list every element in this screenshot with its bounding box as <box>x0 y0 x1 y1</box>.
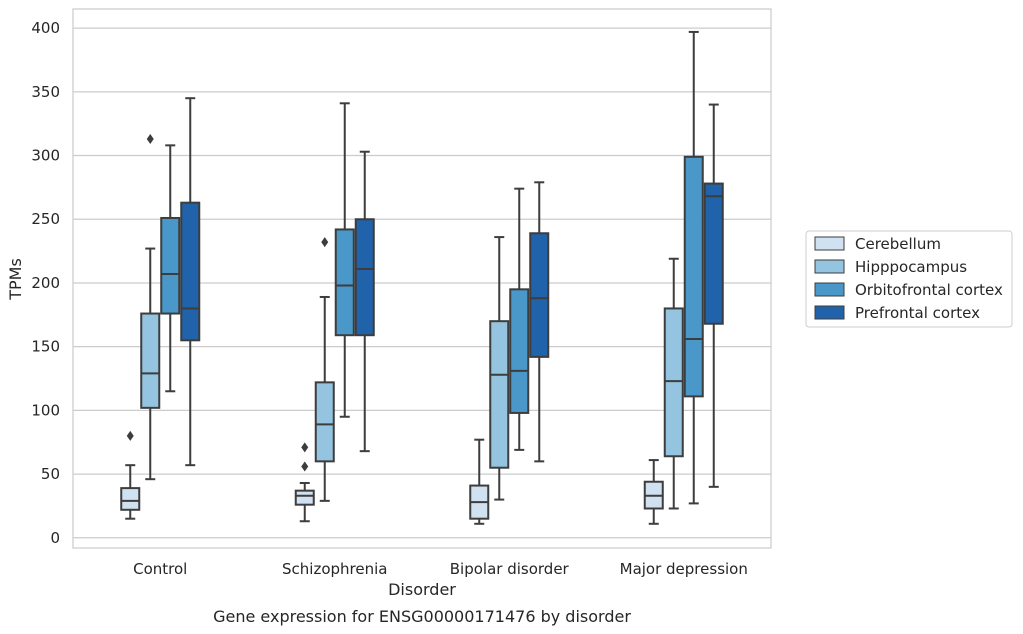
box-4-4 <box>703 103 724 488</box>
legend-entries: Cerebellum Hipppocampus Orbitofrontal cort… <box>814 235 1003 322</box>
box-1-1 <box>120 430 141 520</box>
box-4-3 <box>529 181 550 463</box>
y-tick-label: 150 <box>31 338 60 356</box>
box-4-2 <box>354 150 375 453</box>
x-tick-label: Schizophrenia <box>282 560 387 578</box>
y-tick-label: 200 <box>31 274 60 292</box>
outlier-point <box>321 237 329 248</box>
box-iqr <box>334 228 355 337</box>
legend-frame <box>805 230 1013 328</box>
box-3-1 <box>160 144 181 393</box>
chart-caption: Gene expression for ENSG00000171476 by d… <box>213 607 631 626</box>
outlier-point <box>301 461 309 472</box>
box-iqr <box>489 320 510 469</box>
box-1-3 <box>469 438 490 525</box>
box-iqr <box>294 489 315 506</box>
y-tick-label: 50 <box>41 465 60 483</box>
x-axis-label: Disorder <box>388 580 456 599</box>
legend-label: Prefrontal cortex <box>855 304 980 322</box>
legend-swatch <box>814 259 845 274</box>
box-2-1 <box>140 133 161 481</box>
box-3-2 <box>334 102 355 418</box>
box-iqr <box>683 155 704 398</box>
grid-lines <box>73 27 771 539</box>
box-iqr <box>509 288 530 414</box>
legend-label: Cerebellum <box>855 235 941 253</box>
box-2-3 <box>489 236 510 501</box>
outlier-point <box>301 442 309 453</box>
legend-swatch <box>814 236 845 251</box>
x-tick-label: Major depression <box>620 560 748 578</box>
box-1-2 <box>294 442 315 523</box>
y-tick-label: 250 <box>31 210 60 228</box>
legend-swatch <box>814 282 845 297</box>
x-tick-labels: Control Schizophrenia Bipolar disorder Majo… <box>133 560 748 578</box>
box-iqr <box>140 312 161 409</box>
y-axis-label: TPMs <box>6 258 25 301</box>
y-tick-label: 0 <box>50 529 60 547</box>
y-tick-label: 300 <box>31 147 60 165</box>
legend-item: Cerebellum <box>814 235 941 253</box>
legend-swatch <box>814 305 845 320</box>
x-tick-label: Control <box>133 560 187 578</box>
box-iqr <box>314 381 335 463</box>
box-iqr <box>663 307 684 458</box>
box-iqr <box>529 232 550 358</box>
x-tick-label: Bipolar disorder <box>450 560 570 578</box>
y-tick-label: 100 <box>31 401 60 419</box>
box-2-2 <box>314 237 335 502</box>
y-tick-label: 400 <box>31 19 60 37</box>
boxes <box>120 30 724 525</box>
box-4-1 <box>180 97 201 467</box>
legend-item: Orbitofrontal cortex <box>814 281 1003 299</box>
box-3-3 <box>509 187 530 451</box>
box-iqr <box>160 216 181 315</box>
legend-item: Prefrontal cortex <box>814 304 980 322</box>
outlier-point <box>146 133 154 144</box>
box-3-4 <box>683 30 704 505</box>
box-iqr <box>354 218 375 337</box>
legend-label: Orbitofrontal cortex <box>855 281 1003 299</box>
box-iqr <box>120 487 141 511</box>
legend-item: Hipppocampus <box>814 258 967 276</box>
box-2-4 <box>663 257 684 510</box>
legend-label: Hipppocampus <box>855 258 967 276</box>
y-tick-label: 350 <box>31 83 60 101</box>
box-iqr <box>180 201 201 342</box>
y-tick-labels: 0 50 100 150 200 250 300 350 400 <box>31 19 60 547</box>
legend: Cerebellum Hipppocampus Orbitofrontal cort… <box>805 230 1013 328</box>
box-1-4 <box>643 459 664 525</box>
box-iqr <box>703 182 724 325</box>
outlier-point <box>126 430 134 441</box>
